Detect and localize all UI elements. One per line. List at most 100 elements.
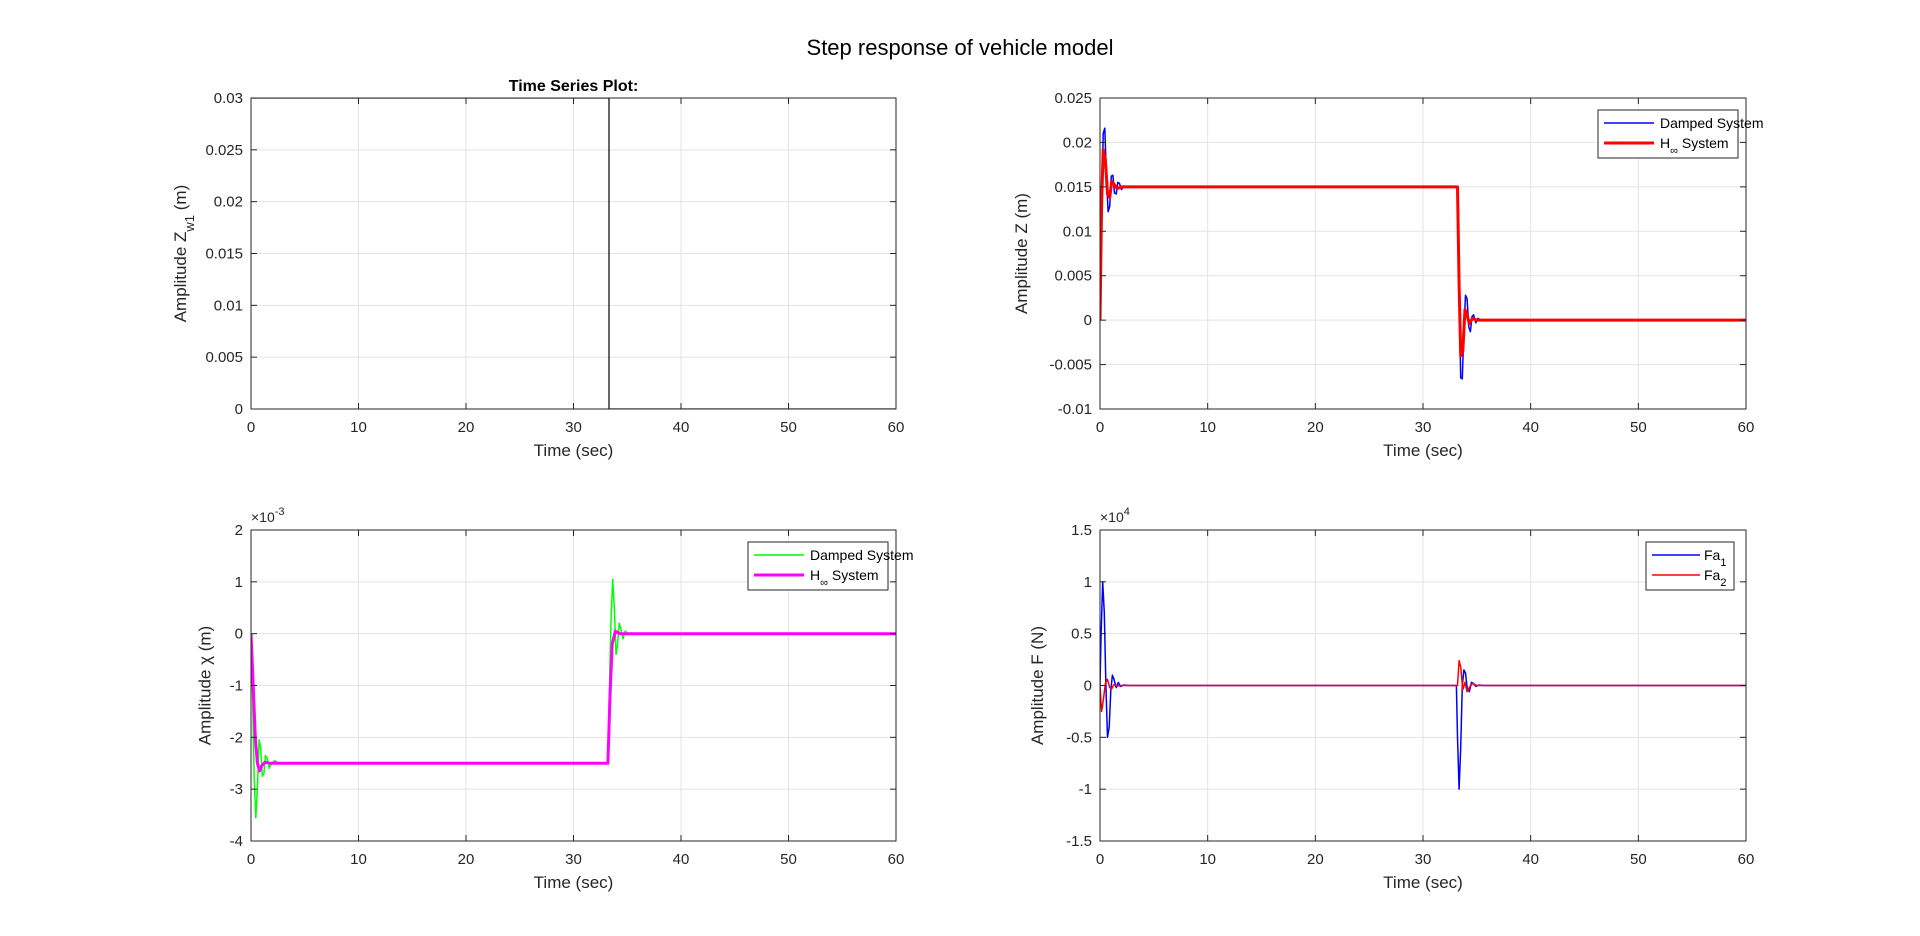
- label-part: Amplitude Z: [171, 232, 190, 323]
- exponent-base: ×10: [1100, 509, 1124, 525]
- label-subscript: 1: [1720, 557, 1726, 569]
- axis-exponent: ×10-3: [251, 506, 285, 525]
- x-tick-label: 0: [247, 419, 255, 436]
- legend: Damped System H∞ System: [1597, 109, 1763, 159]
- y-axis-label: Amplitude χ (m): [196, 626, 215, 745]
- label-part: Damped System: [1660, 115, 1763, 131]
- x-tick-label: 30: [1415, 419, 1432, 436]
- subplot-br: 0 10 20 30 40 50 60 -1.5 -1 -0.5 0 0.5 1 1.5 ×104 Time …: [1028, 506, 1754, 892]
- x-tick-label: 60: [888, 851, 905, 868]
- x-tick-label: 50: [780, 419, 797, 436]
- x-tick-label: 0: [1096, 851, 1104, 868]
- legend-label: Damped System: [810, 547, 913, 563]
- y-tick-label: 0.025: [1054, 90, 1092, 107]
- label-part: H: [1660, 135, 1670, 151]
- label-part: Amplitude χ (m): [196, 626, 215, 745]
- label-subscript: ∞: [820, 577, 828, 589]
- legend-label: H∞ System: [1660, 135, 1729, 157]
- x-tick-label: 10: [350, 851, 367, 868]
- x-tick-label: 30: [565, 851, 582, 868]
- legend-label: Damped System: [1660, 115, 1763, 131]
- y-tick-label: 1: [235, 574, 243, 591]
- y-tick-label: 0.01: [214, 297, 243, 314]
- label-subscript: w1: [182, 215, 197, 233]
- exponent-base: ×10: [251, 509, 275, 525]
- legend-box: [1645, 541, 1735, 591]
- y-tick-label: -0.005: [1049, 357, 1092, 374]
- x-tick-label: 10: [1199, 851, 1216, 868]
- x-tick-label: 0: [1096, 419, 1104, 436]
- x-tick-label: 50: [1630, 419, 1647, 436]
- x-tick-label: 20: [458, 851, 475, 868]
- series-line-2: [251, 629, 896, 773]
- legend: Damped System H∞ System: [747, 541, 913, 591]
- x-tick-label: 60: [1738, 851, 1755, 868]
- series-line-2: [1100, 659, 1746, 713]
- y-tick-label: 0.005: [1054, 268, 1092, 285]
- axis-exponent: ×104: [1100, 506, 1130, 525]
- label-part: Amplitude Z (m): [1012, 193, 1031, 314]
- y-axis-label: Amplitude F (N): [1028, 626, 1047, 745]
- x-tick-label: 20: [1307, 419, 1324, 436]
- legend-label: H∞ System: [810, 567, 879, 589]
- x-tick-label: 50: [1630, 851, 1647, 868]
- y-tick-label: 0: [235, 626, 243, 643]
- series-line-1: [251, 98, 896, 409]
- y-tick-label: 0.02: [1063, 134, 1092, 151]
- y-tick-label: -0.01: [1058, 401, 1092, 418]
- y-tick-label: 0: [1084, 312, 1092, 329]
- y-tick-label: 0.03: [214, 90, 243, 107]
- label-part: System: [828, 567, 879, 583]
- y-tick-label: 0.5: [1071, 626, 1092, 643]
- y-axis-label: Amplitude Z (m): [1012, 193, 1031, 314]
- y-tick-label: -2: [230, 729, 243, 746]
- x-tick-label: 30: [565, 419, 582, 436]
- x-tick-label: 50: [780, 851, 797, 868]
- exponent-value: 4: [1124, 506, 1130, 518]
- y-tick-label: 1.5: [1071, 522, 1092, 539]
- legend-label: Fa1: [1704, 547, 1726, 569]
- x-tick-label: 20: [1307, 851, 1324, 868]
- subplot-tr: 0 10 20 30 40 50 60 -0.01 -0.005 0 0.005 0.01 0.015 0…: [1012, 90, 1764, 460]
- y-tick-label: 0: [235, 401, 243, 418]
- label-part: Fa: [1704, 547, 1721, 563]
- y-tick-label: -3: [230, 781, 243, 798]
- x-tick-label: 40: [1522, 851, 1539, 868]
- y-tick-label: -1: [230, 678, 243, 695]
- x-tick-label: 10: [350, 419, 367, 436]
- y-tick-label: 0.02: [214, 194, 243, 211]
- x-tick-label: 60: [888, 419, 905, 436]
- x-axis-label: Time (sec): [534, 873, 614, 892]
- x-tick-label: 10: [1199, 419, 1216, 436]
- y-tick-label: 0.005: [205, 349, 243, 366]
- x-axis-label: Time (sec): [534, 441, 614, 460]
- subplot-tl: 0 10 20 30 40 50 60 0 0.005 0.01 0.015 0.02 0.025 0.0…: [171, 78, 904, 460]
- x-tick-label: 20: [458, 419, 475, 436]
- y-tick-label: 0: [1084, 678, 1092, 695]
- label-subscript: 2: [1720, 577, 1726, 589]
- label-part: Amplitude F (N): [1028, 626, 1047, 745]
- x-tick-label: 0: [247, 851, 255, 868]
- y-axis-label: Amplitude Zw1 (m): [171, 185, 197, 323]
- y-tick-label: 2: [235, 522, 243, 539]
- y-tick-label: -4: [230, 833, 243, 850]
- y-tick-label: 1: [1084, 574, 1092, 591]
- label-part: (m): [171, 185, 190, 215]
- legend-label: Fa2: [1704, 567, 1726, 589]
- subplot-title: Time Series Plot:: [509, 78, 639, 95]
- label-subscript: ∞: [1670, 145, 1678, 157]
- figure-title: Step response of vehicle model: [807, 35, 1114, 60]
- x-tick-label: 60: [1738, 419, 1755, 436]
- series-line-2: [1100, 148, 1746, 358]
- y-tick-label: 0.01: [1063, 223, 1092, 240]
- y-tick-label: -1: [1079, 781, 1092, 798]
- legend-box: [747, 541, 889, 591]
- x-tick-label: 30: [1415, 851, 1432, 868]
- y-tick-label: 0.015: [205, 246, 243, 263]
- legend-box: [1597, 109, 1739, 159]
- y-tick-label: 0.025: [205, 142, 243, 159]
- label-part: System: [1678, 135, 1729, 151]
